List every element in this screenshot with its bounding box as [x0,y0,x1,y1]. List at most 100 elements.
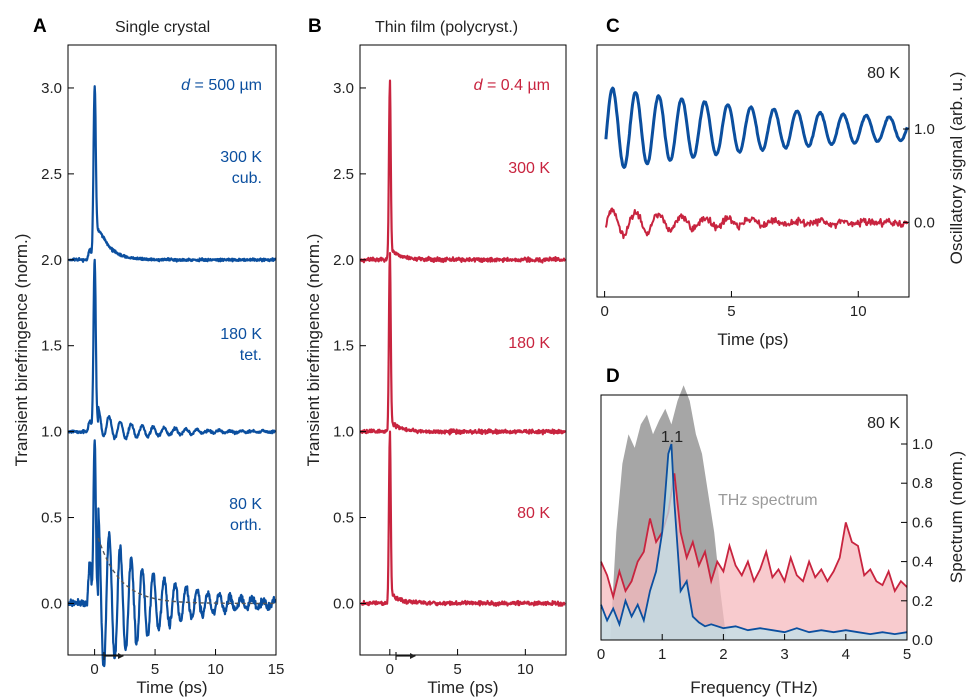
y-tick-label: 0.2 [912,593,933,610]
panel-b-xlabel: Time (ps) [427,678,498,697]
x-tick-label: 10 [207,661,224,678]
panel-a-label-80k: 80 K [229,496,262,513]
panel-a-ticks: 0 5 10 15 0.0 0.5 1.0 1.5 2.0 2.5 3.0 [41,80,284,678]
x-tick-label: 5 [151,661,159,678]
panel-c: 0 5 10 0.0 1.0 Time (ps) Oscillatory signal … [596,44,966,349]
panel-c-ticks: 0 5 10 0.0 1.0 [600,121,934,320]
y-tick-label: 0.4 [912,554,933,571]
y-tick-label: 0.5 [333,510,354,527]
y-tick-label: 1.0 [41,424,62,441]
panel-a-thickness: d = 500 µm [181,77,262,94]
panel-b-frame [359,44,567,656]
y-tick-label: 2.0 [333,252,354,269]
y-tick-label: 0.0 [914,214,935,231]
panel-a-time-arrow [103,652,124,660]
panel-d-line-thin-film [600,473,908,601]
y-tick-label: 1.5 [41,338,62,355]
y-tick-label: 0.0 [41,595,62,612]
panel-a-frame [67,44,277,656]
panel-c-temp: 80 K [867,65,900,82]
panel-c-trace-thin-film [604,207,909,240]
panel-label-b: B [308,16,322,37]
x-tick-label: 0 [90,661,98,678]
panel-a-series [67,85,277,668]
panel-b-thickness: d = 0.4 µm [474,77,550,94]
panel-b: 0 5 10 0.0 0.5 1.0 1.5 2.0 2.5 3.0 Time (ps) Tran… [304,44,567,697]
x-tick-label: 4 [842,646,850,663]
panel-c-xlabel: Time (ps) [717,330,788,349]
y-tick-label: 3.0 [333,80,354,97]
panel-a-fit-line [97,537,275,605]
y-tick-label: 0.8 [912,475,933,492]
x-tick-label: 3 [780,646,788,663]
panel-b-label-180k: 180 K [508,335,550,352]
panel-d-frame [600,394,908,641]
panel-label-d: D [606,366,620,387]
y-tick-label: 1.0 [912,436,933,453]
x-tick-label: 10 [517,661,534,678]
panel-d-area-single-crystal [601,444,907,640]
y-tick-label: 2.0 [41,252,62,269]
y-tick-label: 0.0 [912,632,933,649]
y-tick-label: 0.6 [912,514,933,531]
y-tick-label: 1.5 [333,338,354,355]
panel-d-line-single-crystal [600,443,908,636]
trace-180k [359,252,567,436]
x-tick-label: 0 [600,303,608,320]
x-tick-label: 0 [386,661,394,678]
panel-a-label-180k: 180 K [220,326,262,343]
y-tick-label: 2.5 [333,166,354,183]
panel-a-phase-tet: tet. [240,347,262,364]
panel-c-series [604,86,909,240]
x-tick-label: 5 [903,646,911,663]
trace-180k [67,258,277,441]
panel-b-ticks: 0 5 10 0.0 0.5 1.0 1.5 2.0 2.5 3.0 [333,80,534,678]
panel-b-label-300k: 300 K [508,160,550,177]
trace-80k [360,430,566,607]
x-tick-label: 0 [597,646,605,663]
y-tick-label: 2.5 [41,166,62,183]
x-tick-label: 2 [719,646,727,663]
panel-a-phase-orth: orth. [230,517,262,534]
panel-a-arrow-head [118,653,124,659]
panel-c-trace-single-crystal [604,86,909,169]
trace-80k [67,439,277,668]
panel-b-label-80k: 80 K [517,505,550,522]
panel-d-temp: 80 K [867,415,900,432]
x-tick-label: 1 [658,646,666,663]
panel-c-ylabel: Oscillatory signal (arb. u.) [947,72,966,265]
panel-d-ticks: 0 1 2 3 4 50.0 0.2 0.4 0.6 0.8 1.0 [597,436,933,663]
panel-label-c: C [606,16,620,37]
panel-a-label-300k: 300 K [220,149,262,166]
y-tick-label: 1.0 [914,121,935,138]
panel-d: 0 1 2 3 4 50.0 0.2 0.4 0.6 0.8 1.0 Frequency (THz)… [597,385,966,697]
panel-a-ylabel: Transient birefringence (norm.) [12,234,31,467]
panel-a-thickness-value: = 500 µm [190,77,262,94]
panel-b-thickness-var: d [474,77,484,94]
y-tick-label: 0.5 [41,510,62,527]
panel-d-xlabel: Frequency (THz) [690,678,818,697]
panel-b-arrow-head [410,653,416,659]
panel-b-title: Thin film (polycryst.) [375,19,518,36]
panel-d-peak-label: 1.1 [661,429,683,446]
panel-b-series [359,79,567,607]
x-tick-label: 10 [850,303,867,320]
trace-300k [67,85,277,263]
x-tick-label: 5 [453,661,461,678]
x-tick-label: 15 [268,661,285,678]
panel-a-xlabel: Time (ps) [136,678,207,697]
panel-c-frame [596,44,910,298]
y-tick-label: 1.0 [333,424,354,441]
panel-d-ylabel: Spectrum (norm.) [947,451,966,583]
trace-300k [359,79,566,264]
panel-b-time-arrow [395,652,416,660]
x-tick-label: 5 [727,303,735,320]
panel-a-thickness-var: d [181,77,191,94]
panel-label-a: A [33,16,47,37]
panel-a-phase-cub: cub. [232,170,262,187]
panel-d-thz-label: THz spectrum [718,492,818,509]
panel-a-title: Single crystal [115,19,210,36]
panel-b-thickness-value: = 0.4 µm [483,77,550,94]
panel-a: 0 5 10 15 0.0 0.5 1.0 1.5 2.0 2.5 3.0 Time (ps) Tr… [12,44,284,697]
